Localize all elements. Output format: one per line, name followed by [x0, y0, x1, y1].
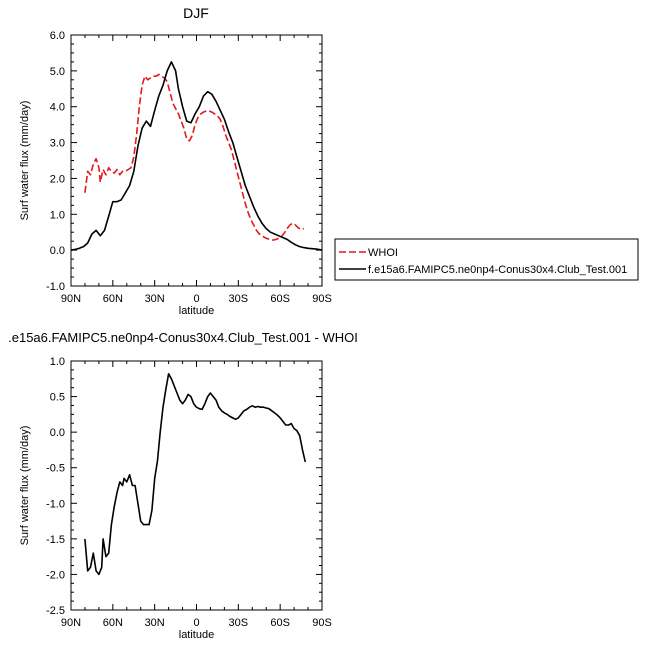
- x-tick-label: 90N: [61, 293, 81, 305]
- x-tick-label: 60N: [103, 293, 123, 305]
- y-tick-label: 6.0: [50, 30, 65, 42]
- legend: WHOI f.e15a6.FAMIPC5.ne0np4-Conus30x4.Clu…: [334, 238, 639, 281]
- y-tick-label: 2.0: [50, 173, 65, 185]
- y-tick-label: -0.5: [46, 463, 65, 475]
- x-tick-label: 0: [193, 617, 199, 629]
- x-axis-label: latitude: [179, 629, 214, 641]
- y-tick-label: -1.0: [46, 498, 65, 510]
- y-tick-label: 0.5: [50, 392, 65, 404]
- y-axis-label: Surf water flux (mm/day): [19, 426, 31, 546]
- legend-label-0: WHOI: [368, 247, 398, 259]
- top-panel: DJF 90N 60N 30N 0 30S 60S 90S -1.0 0.0 1.0 2.0 3.0 4.…: [19, 5, 332, 317]
- x-tick-label: 60N: [103, 617, 123, 629]
- y-tick-label: 5.0: [50, 66, 65, 78]
- y-tick-label: 1.0: [50, 209, 65, 221]
- y-tick-label: -1.0: [46, 281, 65, 293]
- x-axis-label: latitude: [179, 305, 214, 317]
- x-tick-label: 30S: [229, 293, 249, 305]
- x-tick-label: 0: [193, 293, 199, 305]
- x-tick-label: 60S: [270, 617, 290, 629]
- y-tick-label: 4.0: [50, 102, 65, 114]
- y-tick-label: -2.0: [46, 569, 65, 581]
- series-line-0: [84, 372, 307, 576]
- x-tick-label: 60S: [270, 293, 290, 305]
- y-tick-label: 0.0: [50, 427, 65, 439]
- y-axis-label: Surf water flux (mm/day): [19, 101, 31, 221]
- x-tick-label: 30S: [229, 617, 249, 629]
- x-tick-label: 90S: [312, 617, 332, 629]
- x-tick-label: 90N: [61, 617, 81, 629]
- chart-title: .e15a6.FAMIPC5.ne0np4-Conus30x4.Club_Tes…: [8, 330, 358, 345]
- plot-frame: [70, 360, 323, 611]
- plot-frame: [70, 34, 323, 287]
- y-tick-label: -2.5: [46, 605, 65, 617]
- y-tick-label: 1.0: [50, 356, 65, 368]
- x-tick-label: 30N: [145, 293, 165, 305]
- y-tick-label: -1.5: [46, 534, 65, 546]
- x-tick-label: 30N: [145, 617, 165, 629]
- y-tick-label: 3.0: [50, 138, 65, 150]
- legend-label-1: f.e15a6.FAMIPC5.ne0np4-Conus30x4.Club_Te…: [368, 264, 627, 276]
- series-line-1: [70, 61, 323, 251]
- x-tick-label: 90S: [312, 293, 332, 305]
- series-line-0: [84, 73, 305, 241]
- bottom-panel: .e15a6.FAMIPC5.ne0np4-Conus30x4.Club_Tes…: [8, 330, 358, 641]
- y-tick-label: 0.0: [50, 245, 65, 257]
- chart-title: DJF: [183, 5, 209, 21]
- legend-box: [334, 238, 639, 281]
